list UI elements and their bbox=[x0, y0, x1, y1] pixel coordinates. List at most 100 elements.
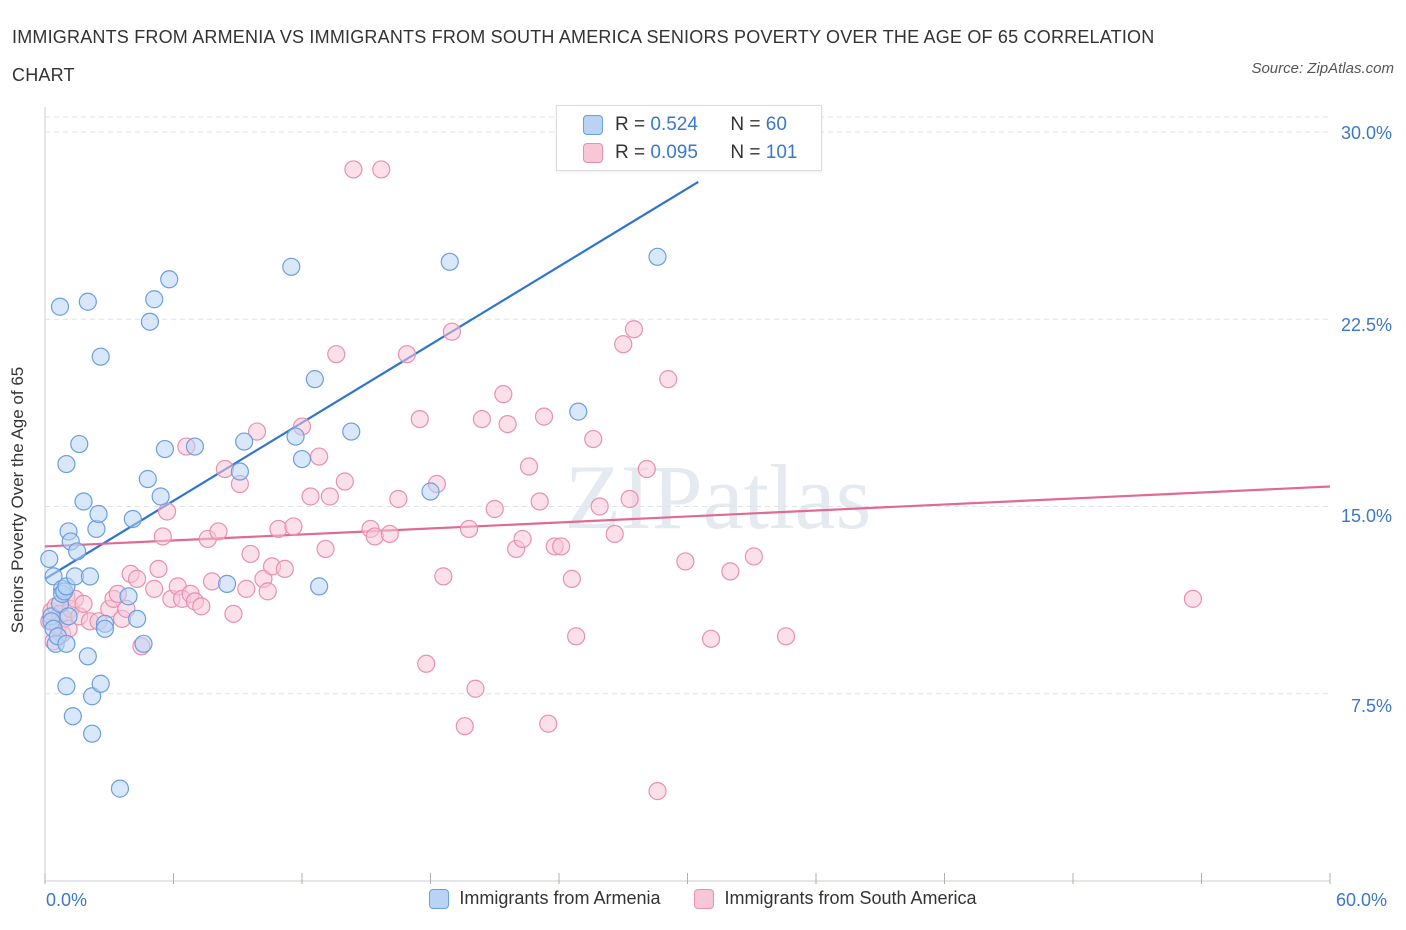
armenia-point bbox=[40, 549, 59, 569]
r-label: R = bbox=[615, 142, 646, 163]
south-america-point bbox=[605, 524, 624, 544]
south-america-r-value: 0.095 bbox=[650, 142, 698, 163]
south-america-point bbox=[215, 459, 234, 479]
armenia-point bbox=[292, 449, 312, 469]
armenia-point bbox=[50, 297, 70, 316]
south-america-point bbox=[275, 559, 294, 579]
armenia-point bbox=[286, 427, 305, 446]
legend-item-armenia[interactable]: Immigrants from Armenia bbox=[429, 888, 660, 909]
south-america-point bbox=[620, 489, 639, 509]
south-america-point bbox=[701, 629, 721, 648]
armenia-r-value: 0.524 bbox=[650, 114, 698, 135]
stats-row-south-america: R = 0.095 N = 101 bbox=[583, 139, 797, 167]
south-america-point bbox=[637, 459, 656, 479]
armenia-point bbox=[421, 482, 440, 501]
south-america-point bbox=[552, 537, 571, 556]
south-america-trend-line bbox=[44, 485, 1331, 548]
south-america-point bbox=[434, 567, 453, 586]
armenia-point bbox=[119, 587, 138, 606]
armenia-point bbox=[89, 504, 108, 524]
armenia-point bbox=[151, 487, 170, 506]
south-america-point bbox=[498, 414, 517, 434]
armenia-point bbox=[87, 519, 106, 539]
y-tick-label: 15.0% bbox=[1340, 506, 1392, 526]
armenia-point bbox=[57, 454, 76, 474]
south-america-point bbox=[472, 409, 491, 429]
armenia-point bbox=[57, 677, 76, 696]
south-america-point bbox=[562, 569, 581, 588]
n-label: N = bbox=[730, 142, 761, 163]
south-america-point bbox=[624, 320, 644, 339]
y-axis-label: Seniors Poverty Over the Age of 65 bbox=[8, 366, 27, 634]
armenia-point bbox=[235, 432, 254, 451]
south-america-point bbox=[372, 160, 391, 179]
armenia-point bbox=[127, 609, 147, 628]
south-america-point bbox=[365, 527, 384, 546]
south-america-point bbox=[584, 429, 603, 449]
armenia-point bbox=[63, 707, 82, 726]
south-america-point bbox=[659, 370, 678, 389]
south-america-point bbox=[258, 582, 277, 601]
r-label: R = bbox=[615, 114, 646, 135]
south-america-point bbox=[202, 572, 222, 591]
armenia-point bbox=[57, 634, 76, 653]
legend-label-armenia: Immigrants from Armenia bbox=[459, 888, 661, 908]
armenia-point bbox=[91, 347, 110, 366]
south-america-point bbox=[455, 717, 474, 736]
south-america-point bbox=[301, 487, 320, 506]
south-america-point bbox=[241, 544, 260, 564]
axes bbox=[44, 107, 1331, 884]
armenia-legend-swatch bbox=[429, 888, 450, 909]
armenia-point bbox=[569, 402, 588, 421]
n-label: N = bbox=[730, 114, 761, 135]
south-america-point bbox=[127, 569, 147, 588]
armenia-point bbox=[217, 574, 237, 593]
y-tick-label: 22.5% bbox=[1340, 315, 1392, 335]
armenia-point bbox=[83, 724, 102, 743]
armenia-point bbox=[134, 634, 153, 653]
south-america-point bbox=[744, 547, 763, 566]
armenia-point bbox=[110, 779, 130, 798]
legend-item-south-america[interactable]: Immigrants from South America bbox=[694, 888, 977, 909]
south-america-point bbox=[397, 345, 417, 364]
south-america-point bbox=[284, 517, 303, 536]
south-america-point bbox=[247, 422, 267, 441]
south-america-point bbox=[494, 385, 513, 404]
south-america-point bbox=[320, 487, 339, 506]
south-america-point bbox=[335, 472, 354, 491]
bottom-legend: Immigrants from Armenia Immigrants from … bbox=[0, 888, 1406, 909]
south-america-point bbox=[466, 679, 485, 698]
data-points bbox=[40, 160, 1203, 801]
armenia-point bbox=[138, 469, 157, 489]
trend-lines bbox=[44, 180, 1331, 580]
south-america-point bbox=[224, 604, 243, 623]
armenia-point bbox=[185, 437, 205, 456]
armenia-point bbox=[342, 422, 361, 441]
armenia-point bbox=[123, 509, 142, 529]
armenia-point bbox=[68, 542, 87, 561]
south-america-point bbox=[410, 409, 429, 429]
south-america-point bbox=[327, 345, 346, 364]
south-america-point bbox=[676, 552, 695, 571]
south-america-point bbox=[417, 654, 436, 673]
south-america-point bbox=[539, 714, 558, 733]
south-america-swatch bbox=[583, 143, 603, 163]
south-america-point bbox=[153, 527, 172, 546]
armenia-swatch bbox=[583, 115, 603, 135]
south-america-point bbox=[530, 492, 549, 511]
south-america-point bbox=[721, 562, 740, 581]
south-america-point bbox=[590, 497, 609, 516]
south-america-point bbox=[269, 519, 288, 539]
south-america-point bbox=[209, 522, 228, 541]
south-america-point bbox=[648, 782, 667, 801]
armenia-point bbox=[59, 607, 78, 626]
south-america-point bbox=[157, 502, 177, 521]
south-america-point bbox=[534, 407, 554, 426]
chart-source: Source: ZipAtlas.com bbox=[1251, 60, 1394, 77]
south-america-legend-swatch bbox=[694, 888, 715, 909]
south-america-point bbox=[145, 579, 164, 598]
armenia-point bbox=[155, 439, 175, 459]
stats-row-armenia: R = 0.524 N = 60 bbox=[583, 111, 787, 139]
south-america-point bbox=[237, 579, 256, 598]
